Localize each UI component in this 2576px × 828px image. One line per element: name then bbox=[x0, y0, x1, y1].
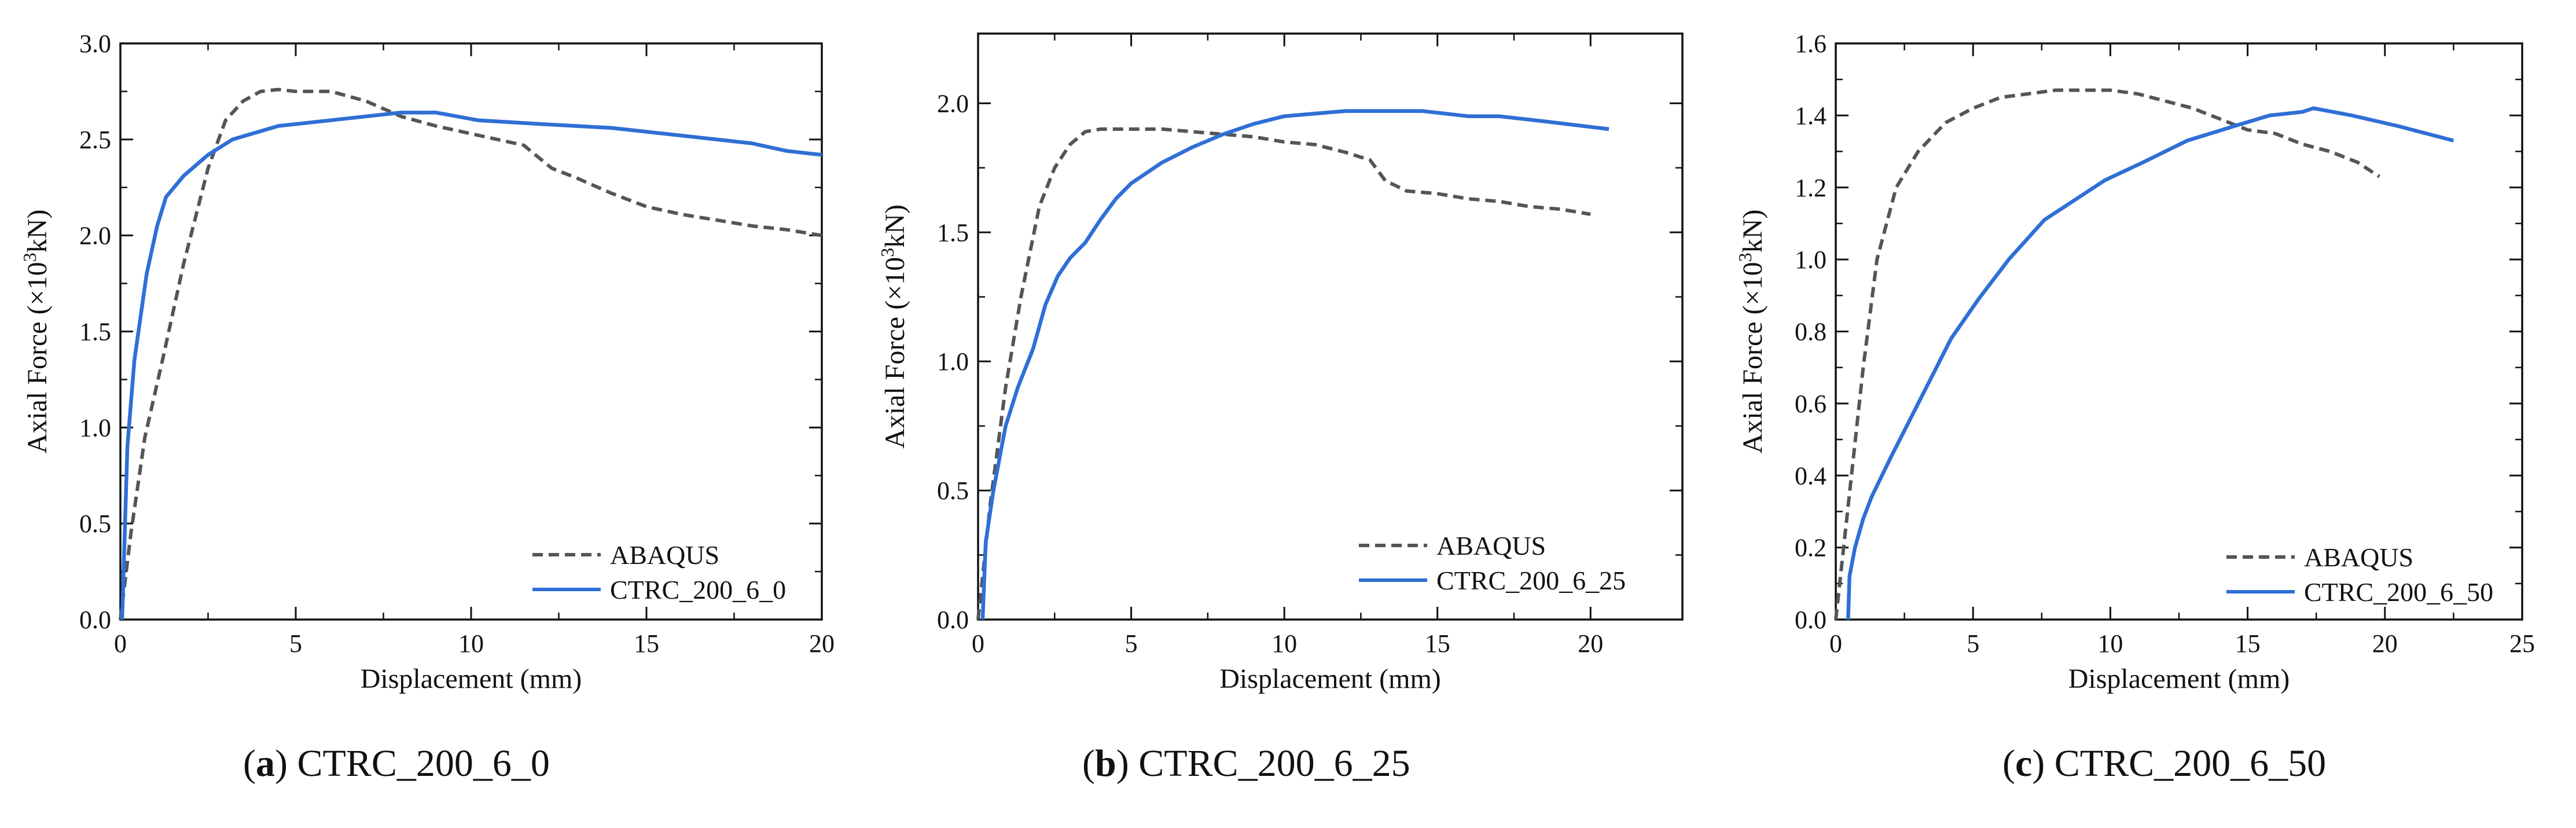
series-line-test bbox=[1846, 106, 2454, 620]
series-line-abaqus bbox=[119, 87, 822, 620]
y-tick-label: 2.0 bbox=[79, 222, 111, 250]
y-tick-label: 3.0 bbox=[79, 30, 111, 58]
legend-label: CTRC_200_6_50 bbox=[2304, 577, 2493, 607]
y-axis-title-sup: 3 bbox=[1735, 252, 1755, 262]
caption-specimen: CTRC_200_6_50 bbox=[2055, 742, 2326, 785]
chart-panel-a: 0 5 10 15 20 0.0 0.5 1.0 1.5 2.0 2.5 3.0 Displacemen… bbox=[19, 30, 835, 785]
x-tick-label: 10 bbox=[2097, 629, 2123, 658]
y-tick-label: 0.2 bbox=[1795, 534, 1827, 562]
y-tick-label: 1.5 bbox=[937, 218, 969, 247]
y-tick-label: 1.2 bbox=[1795, 174, 1827, 202]
y-axis-title-tail: kN) bbox=[22, 210, 53, 253]
y-axis-title: Axial Force (×103kN) bbox=[19, 210, 53, 454]
chart-panel-b: 0 5 10 15 20 0.0 0.5 1.0 1.5 2.0 Displacement (mm)… bbox=[877, 32, 1684, 785]
y-axis-title-sup: 3 bbox=[877, 248, 898, 257]
caption-letter: b bbox=[1095, 742, 1116, 785]
x-tick-label: 5 bbox=[1967, 629, 1979, 658]
y-tick-label: 1.5 bbox=[79, 318, 111, 346]
y-tick-label: 0.5 bbox=[937, 477, 969, 505]
x-tick-label: 5 bbox=[1125, 629, 1138, 658]
x-tick-label: 20 bbox=[1578, 629, 1603, 658]
y-axis-title-main: Axial Force (×10 bbox=[22, 262, 53, 453]
chart-panel-c: 0 5 10 15 20 25 0.0 0.2 0.4 0.6 0.8 1.0 1.2 1.4 1.6 Dis… bbox=[1735, 30, 2535, 785]
caption-close-paren: ) bbox=[275, 742, 297, 785]
caption-open-paren: ( bbox=[2002, 742, 2015, 785]
caption-close-paren: ) bbox=[1116, 742, 1138, 785]
y-tick-label: 1.6 bbox=[1795, 30, 1827, 58]
legend-label: CTRC_200_6_0 bbox=[610, 575, 786, 604]
caption-open-paren: ( bbox=[1082, 742, 1095, 785]
y-tick-label: 0.6 bbox=[1795, 390, 1827, 418]
plot-frame bbox=[977, 32, 1684, 621]
y-tick-label: 2.5 bbox=[79, 126, 111, 154]
caption-letter: a bbox=[256, 742, 275, 785]
y-axis-title-tail: kN) bbox=[1737, 210, 1768, 253]
caption-open-paren: ( bbox=[243, 742, 256, 785]
panel-caption: (a) CTRC_200_6_0 bbox=[243, 742, 550, 785]
y-tick-label: 1.0 bbox=[79, 413, 111, 442]
series-line-abaqus bbox=[976, 127, 1591, 620]
y-tick-label: 1.0 bbox=[1795, 246, 1827, 274]
legend-label: ABAQUS bbox=[610, 540, 719, 570]
y-tick-label: 0.0 bbox=[1795, 606, 1827, 634]
y-tick-label: 0.8 bbox=[1795, 318, 1827, 346]
x-tick-label: 15 bbox=[634, 629, 659, 658]
legend-label: ABAQUS bbox=[2304, 543, 2413, 572]
y-tick-label: 2.0 bbox=[937, 89, 969, 118]
y-tick-label: 0.0 bbox=[937, 606, 969, 634]
y-tick-label: 0.5 bbox=[79, 510, 111, 538]
x-axis-title: Displacement (mm) bbox=[2068, 664, 2290, 694]
y-tick-label: 0.0 bbox=[79, 606, 111, 634]
series-line-test bbox=[120, 111, 822, 620]
x-tick-label: 0 bbox=[114, 629, 127, 658]
x-tick-label: 5 bbox=[289, 629, 302, 658]
y-axis-title: Axial Force (×103kN) bbox=[877, 204, 910, 449]
panel-caption: (b) CTRC_200_6_25 bbox=[1082, 742, 1410, 785]
x-axis-title: Displacement (mm) bbox=[1219, 664, 1441, 694]
x-axis-title: Displacement (mm) bbox=[361, 664, 582, 694]
y-tick-label: 1.0 bbox=[937, 347, 969, 376]
x-tick-label: 15 bbox=[1425, 629, 1450, 658]
x-tick-label: 0 bbox=[1829, 629, 1842, 658]
y-axis-title-tail: kN) bbox=[880, 204, 910, 248]
legend-label: ABAQUS bbox=[1436, 531, 1546, 560]
series-line-abaqus bbox=[1834, 88, 2380, 620]
y-axis-title-main: Axial Force (×10 bbox=[1737, 262, 1768, 453]
y-tick-label: 0.4 bbox=[1795, 461, 1827, 490]
caption-close-paren: ) bbox=[2032, 742, 2054, 785]
y-tick-label: 1.4 bbox=[1795, 101, 1827, 130]
caption-specimen: CTRC_200_6_25 bbox=[1138, 742, 1410, 785]
x-tick-label: 25 bbox=[2509, 629, 2535, 658]
panel-caption: (c) CTRC_200_6_50 bbox=[2002, 742, 2326, 785]
y-axis-title-sup: 3 bbox=[19, 252, 40, 262]
caption-letter: c bbox=[2015, 742, 2032, 785]
x-tick-label: 10 bbox=[1272, 629, 1297, 658]
x-tick-label: 20 bbox=[809, 629, 835, 658]
series-line-test bbox=[980, 109, 1609, 620]
legend-label: CTRC_200_6_25 bbox=[1436, 566, 1626, 595]
y-axis-title: Axial Force (×103kN) bbox=[1735, 210, 1768, 454]
x-tick-label: 15 bbox=[2235, 629, 2261, 658]
plot-frame bbox=[119, 42, 823, 621]
caption-specimen: CTRC_200_6_0 bbox=[297, 742, 549, 785]
x-tick-label: 20 bbox=[2372, 629, 2398, 658]
x-tick-label: 0 bbox=[972, 629, 984, 658]
x-tick-label: 10 bbox=[458, 629, 484, 658]
y-axis-title-main: Axial Force (×10 bbox=[880, 257, 910, 449]
